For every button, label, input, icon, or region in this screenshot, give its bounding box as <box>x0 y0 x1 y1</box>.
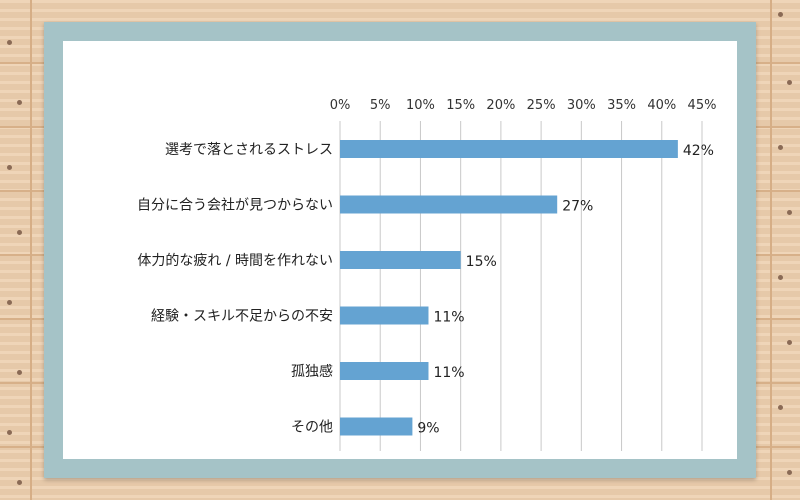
x-tick-label: 0% <box>330 98 351 113</box>
bar <box>340 306 429 325</box>
category-label: その他 <box>291 420 333 436</box>
value-labels: 42% 27% 15% 11% 11% 9% <box>417 143 714 437</box>
category-label: 自分に合う会社が見つからない <box>137 198 333 214</box>
nail <box>787 340 792 345</box>
bar <box>340 417 413 436</box>
nail <box>787 210 792 215</box>
nail <box>17 370 22 375</box>
category-label: 選考で落とされるストレス <box>165 142 333 158</box>
x-tick-label: 5% <box>370 98 391 113</box>
value-label: 11% <box>433 365 464 381</box>
bar-chart: 0% 5% 10% 15% 20% 25% 30% 35% 40% 45% 選考で落とされるストレ… <box>137 98 717 451</box>
chart-frame: 0% 5% 10% 15% 20% 25% 30% 35% 40% 45% 選考で落とされるストレ… <box>44 22 756 478</box>
value-label: 15% <box>466 254 497 270</box>
x-tick-labels: 0% 5% 10% 15% 20% 25% 30% 35% 40% 45% <box>330 98 717 113</box>
category-label: 体力的な疲れ / 時間を作れない <box>137 252 333 269</box>
chart-panel: 0% 5% 10% 15% 20% 25% 30% 35% 40% 45% 選考で落とされるストレ… <box>63 41 737 459</box>
nail <box>7 300 12 305</box>
nail <box>17 230 22 235</box>
category-label: 経験・スキル不足からの不安 <box>151 309 333 325</box>
bar <box>340 140 678 158</box>
x-tick-label: 10% <box>406 98 435 113</box>
x-tick-label: 35% <box>607 98 636 113</box>
value-label: 27% <box>562 199 593 215</box>
value-label: 42% <box>683 143 714 159</box>
nail <box>778 145 783 150</box>
value-label: 9% <box>417 421 439 437</box>
x-tick-label: 25% <box>527 98 556 113</box>
nail <box>17 480 22 485</box>
bars <box>340 140 678 436</box>
nail <box>778 12 783 17</box>
nail <box>7 40 12 45</box>
nail <box>7 430 12 435</box>
wood-seam-left <box>30 0 32 500</box>
nail <box>778 275 783 280</box>
x-tick-label: 15% <box>446 98 475 113</box>
x-tick-label: 30% <box>567 98 596 113</box>
bar <box>340 195 558 214</box>
x-tick-label: 45% <box>688 98 717 113</box>
grid-lines <box>339 121 703 451</box>
wood-seam-right <box>770 0 772 500</box>
x-tick-label: 40% <box>647 98 676 113</box>
nail <box>787 470 792 475</box>
nail <box>787 80 792 85</box>
nail <box>778 405 783 410</box>
x-tick-label: 20% <box>486 98 515 113</box>
value-label: 11% <box>433 310 464 326</box>
nail <box>7 165 12 170</box>
bar <box>340 362 429 380</box>
category-label: 孤独感 <box>291 363 333 380</box>
bar <box>340 251 461 269</box>
nail <box>17 100 22 105</box>
